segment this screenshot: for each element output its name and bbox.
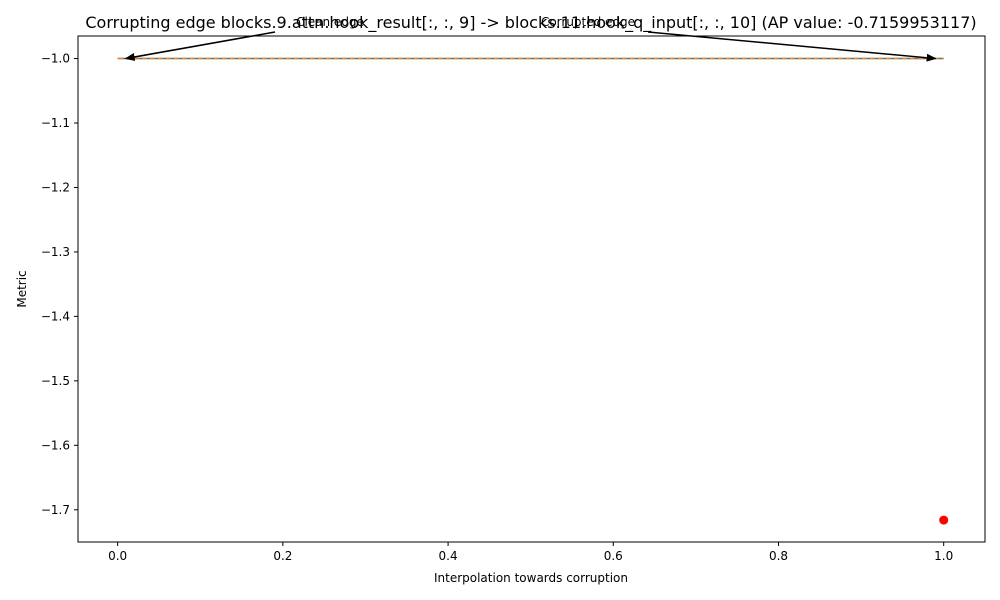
x-tick-label: 0.4 [439, 549, 458, 563]
y-tick-label: −1.6 [41, 438, 70, 452]
y-tick-label: −1.2 [41, 180, 70, 194]
y-tick-label: −1.1 [41, 116, 70, 130]
y-tick-label: −1.5 [41, 374, 70, 388]
x-tick-label: 0.0 [108, 549, 127, 563]
y-tick-label: −1.7 [41, 503, 70, 517]
x-axis: 0.0 0.2 0.4 0.6 0.8 1.0 [108, 542, 953, 563]
annotation-label: Clean edge [296, 15, 364, 29]
x-axis-label: Interpolation towards corruption [434, 571, 628, 585]
y-tick-label: −1.4 [41, 309, 70, 323]
annotation-arrow [124, 31, 276, 61]
y-tick-label: −1.3 [41, 245, 70, 259]
annotation-label: Corrupted edge [541, 15, 635, 29]
y-axis: −1.0 −1.1 −1.2 −1.3 −1.4 −1.5 −1.6 −1.7 [41, 52, 78, 517]
x-tick-label: 0.8 [769, 549, 788, 563]
x-tick-label: 0.2 [273, 549, 292, 563]
chart-title: Corrupting edge blocks.9.attn.hook_resul… [85, 13, 976, 33]
x-tick-label: 1.0 [934, 549, 953, 563]
annotation-arrow [647, 31, 937, 62]
y-tick-label: −1.0 [41, 52, 70, 66]
x-tick-label: 0.6 [604, 549, 623, 563]
y-axis-label: Metric [15, 270, 29, 307]
data-point [939, 515, 949, 525]
plot-frame [77, 35, 986, 543]
